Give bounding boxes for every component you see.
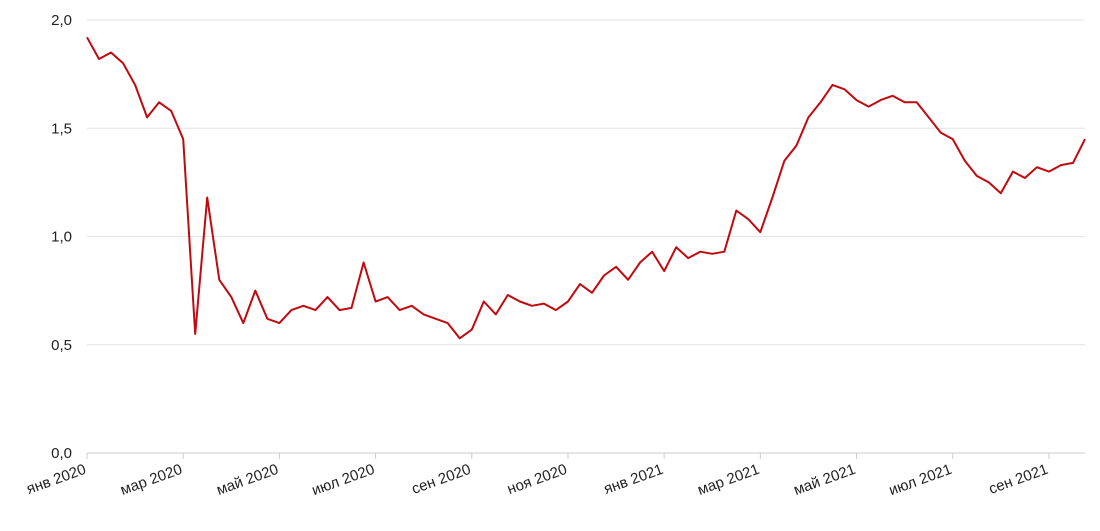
- x-tick-label: мар 2020: [118, 461, 184, 499]
- y-tick-label: 0,0: [51, 445, 72, 462]
- y-tick-label: 0,5: [51, 337, 72, 354]
- x-tick-label: сен 2021: [987, 461, 1051, 498]
- line-series: [86, 36, 1086, 340]
- x-tick-label: май 2020: [214, 461, 280, 499]
- y-tick-label: 2,0: [51, 12, 72, 29]
- x-tick-label: май 2021: [791, 461, 857, 499]
- x-tick-label: янв 2020: [24, 461, 88, 498]
- y-tick-label: 1,5: [51, 120, 72, 137]
- x-tick-label: янв 2021: [602, 461, 666, 498]
- y-tick-label: 1,0: [51, 229, 72, 246]
- x-tick-label: мар 2021: [695, 461, 761, 499]
- x-tick-label: июл 2020: [309, 461, 376, 499]
- x-tick-label: сен 2020: [409, 461, 473, 498]
- x-tick-label: ноя 2020: [505, 461, 569, 498]
- x-tick-label: июл 2021: [887, 461, 954, 499]
